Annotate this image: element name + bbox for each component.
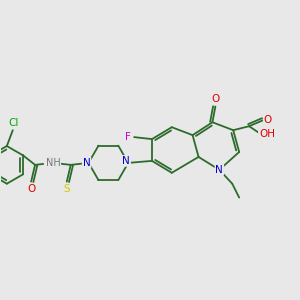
- Text: O: O: [27, 184, 35, 194]
- Text: O: O: [211, 94, 220, 104]
- Text: N: N: [215, 165, 223, 175]
- Text: F: F: [125, 132, 131, 142]
- Text: OH: OH: [259, 129, 275, 139]
- Text: N: N: [48, 157, 56, 167]
- Text: H: H: [45, 158, 51, 166]
- Text: O: O: [264, 115, 272, 125]
- Text: S: S: [64, 184, 70, 194]
- Text: N: N: [122, 156, 130, 166]
- Text: Cl: Cl: [9, 118, 19, 128]
- Text: NH: NH: [46, 158, 60, 168]
- Text: N: N: [83, 158, 91, 168]
